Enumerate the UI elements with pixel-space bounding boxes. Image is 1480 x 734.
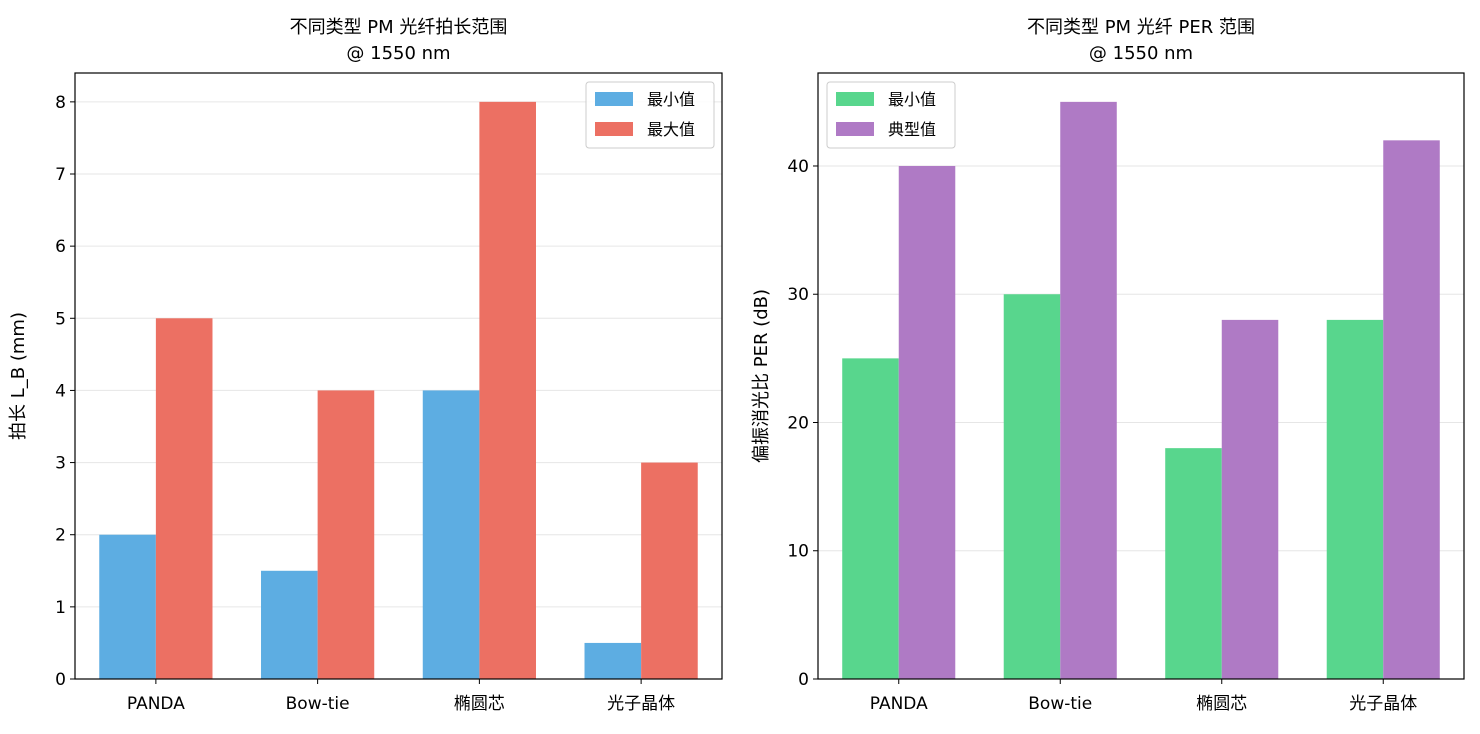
bar-Bow-tie-最小值 [1003, 294, 1061, 679]
y-tick-label: 0 [798, 670, 809, 690]
y-tick-label: 4 [55, 381, 66, 401]
plot-frame [74, 72, 723, 680]
bar-椭圆芯-最小值 [1165, 448, 1222, 679]
y-tick-label: 7 [55, 165, 66, 185]
y-tick-label: 6 [55, 237, 66, 257]
bar-光子晶体-最小值 [584, 642, 642, 679]
bar-椭圆芯-最小值 [422, 390, 480, 679]
legend-label: 最小值 [647, 90, 695, 109]
y-axis-label: 偏振消光比 PER (dB) [751, 289, 772, 463]
y-tick-label: 10 [787, 542, 809, 562]
x-tick-label: 椭圆芯 [1196, 694, 1247, 714]
x-tick-label: Bow-tie [286, 694, 350, 714]
y-tick-label: 3 [55, 454, 66, 474]
x-tick-label: 椭圆芯 [454, 694, 505, 714]
x-tick-label: PANDA [127, 694, 185, 714]
chart-title: 不同类型 PM 光纤拍长范围 [290, 17, 508, 38]
bar-椭圆芯-典型值 [1221, 319, 1279, 679]
x-tick-label: 光子晶体 [607, 694, 675, 714]
chart-title: 不同类型 PM 光纤 PER 范围 [1027, 17, 1255, 38]
bar-光子晶体-最小值 [1326, 319, 1384, 679]
bar-PANDA-最小值 [99, 534, 156, 679]
x-tick-label: 光子晶体 [1349, 694, 1417, 714]
x-tick-label: Bow-tie [1028, 694, 1092, 714]
bar-PANDA-典型值 [898, 165, 956, 679]
bar-PANDA-最小值 [842, 358, 899, 679]
plot-frame [817, 72, 1465, 680]
y-axis-label: 拍长 L_B (mm) [8, 312, 29, 440]
chart-title: @ 1550 nm [1089, 43, 1193, 64]
y-tick-label: 0 [55, 670, 66, 690]
y-tick-label: 2 [55, 526, 66, 546]
bar-光子晶体-最大值 [641, 462, 698, 679]
chart-panel-2: 0 10 20 30 40 PANDA Bow-tie 椭圆芯 光子晶体 不同类型 PM 光纤 P… [751, 17, 1465, 714]
y-tick-label: 30 [787, 285, 809, 305]
bar-Bow-tie-最小值 [261, 570, 318, 679]
bar-PANDA-最大值 [155, 318, 213, 679]
legend-swatch [595, 92, 633, 106]
y-tick-label: 1 [55, 598, 66, 618]
y-tick-label: 40 [787, 157, 809, 177]
bar-Bow-tie-典型值 [1060, 101, 1117, 680]
legend-swatch [595, 122, 633, 136]
y-tick-label: 5 [55, 309, 66, 329]
legend-swatch [836, 92, 874, 106]
legend-swatch [836, 122, 874, 136]
legend-label: 最大值 [647, 120, 695, 139]
chart-title: @ 1550 nm [346, 43, 450, 64]
legend-label: 最小值 [888, 90, 936, 109]
y-tick-label: 20 [787, 413, 809, 433]
bar-Bow-tie-最大值 [317, 390, 375, 679]
bar-光子晶体-典型值 [1383, 140, 1440, 680]
chart-panel-1: 0 1 2 3 4 5 6 7 8 PANDA Bow-tie 椭圆芯 光子晶体 不同类型 PM 光纤拍长… [8, 17, 723, 714]
y-tick-label: 8 [55, 93, 66, 113]
bar-椭圆芯-最大值 [479, 101, 536, 680]
x-tick-label: PANDA [870, 694, 928, 714]
legend-label: 典型值 [888, 120, 936, 139]
